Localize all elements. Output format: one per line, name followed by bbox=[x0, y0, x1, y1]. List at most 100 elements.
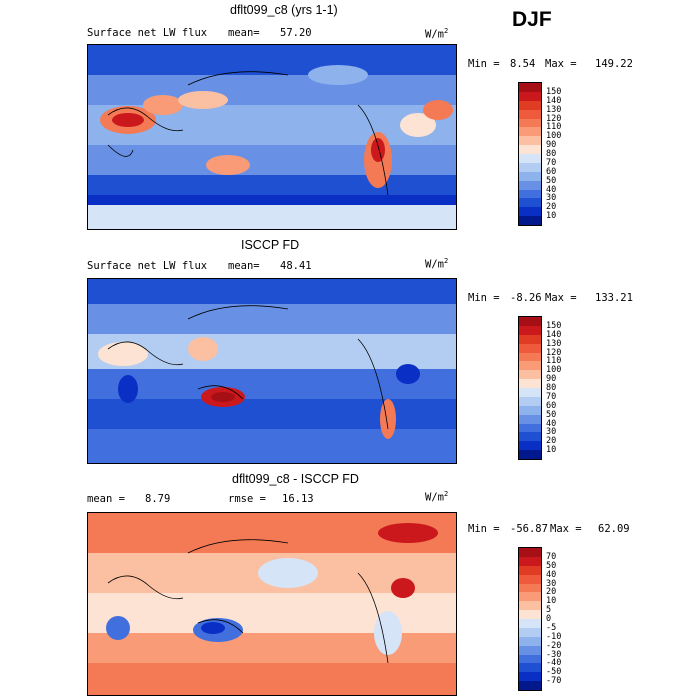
colorbar-swatch bbox=[519, 136, 541, 146]
colorbar-tick-label: 150 bbox=[546, 86, 562, 97]
colorbar-swatch bbox=[519, 198, 541, 208]
colorbar-swatch bbox=[519, 441, 541, 451]
panel-3-mean-value: 8.79 bbox=[145, 493, 171, 505]
panel-2-min-value: -8.26 bbox=[510, 292, 542, 304]
colorbar-swatch bbox=[519, 118, 541, 128]
colorbar-swatch bbox=[519, 91, 541, 101]
panel-3-rmse-label: rmse = bbox=[228, 493, 266, 505]
colorbar-swatch bbox=[519, 352, 541, 362]
colorbar-tick-label: 110 bbox=[546, 356, 562, 367]
panel-3-units: W/m2 bbox=[425, 490, 449, 504]
colorbar-swatch bbox=[519, 432, 541, 442]
colorbar-tick-label: 40 bbox=[546, 569, 557, 580]
colorbar-tick-label: 60 bbox=[546, 400, 557, 411]
colorbar-swatch bbox=[519, 361, 541, 371]
colorbar-tick-label: 80 bbox=[546, 149, 557, 159]
colorbar-swatch bbox=[519, 556, 541, 566]
colorbar-swatch bbox=[519, 592, 541, 602]
colorbar-swatch bbox=[519, 216, 541, 225]
panel-2-mean-value: 48.41 bbox=[280, 260, 312, 272]
panel-3-colorbar bbox=[518, 547, 542, 691]
colorbar-swatch bbox=[519, 325, 541, 335]
colorbar-swatch bbox=[519, 109, 541, 119]
colorbar-swatch bbox=[519, 162, 541, 172]
colorbar-swatch bbox=[519, 672, 541, 682]
colorbar-tick-label: 10 bbox=[546, 596, 557, 607]
colorbar-tick-label: 70 bbox=[546, 157, 557, 168]
colorbar-tick-label: 130 bbox=[546, 104, 562, 115]
panel-2-variable-label: Surface net LW flux bbox=[87, 260, 208, 272]
panel-2-min-label: Min = bbox=[468, 292, 500, 304]
colorbar-swatch bbox=[519, 601, 541, 611]
colorbar-swatch bbox=[519, 388, 541, 397]
panel-1-min-label: Min = bbox=[468, 58, 500, 70]
colorbar-tick-label: 20 bbox=[546, 436, 557, 447]
colorbar-tick-label: 70 bbox=[546, 551, 557, 562]
colorbar-tick-label: 140 bbox=[546, 329, 562, 340]
colorbar-tick-label: 10 bbox=[546, 445, 557, 456]
panel-1-variable-label: Surface net LW flux bbox=[87, 27, 208, 39]
colorbar-tick-label: 30 bbox=[546, 427, 557, 438]
colorbar-swatch bbox=[519, 189, 541, 199]
colorbar-swatch bbox=[519, 450, 541, 459]
panel-3-min-label: Min = bbox=[468, 523, 500, 535]
colorbar-swatch bbox=[519, 423, 541, 433]
colorbar-swatch bbox=[519, 154, 541, 163]
colorbar-swatch bbox=[519, 379, 541, 388]
colorbar-tick-label: -50 bbox=[546, 667, 562, 678]
panel-2-colorbar bbox=[518, 316, 542, 460]
colorbar-swatch bbox=[519, 83, 541, 92]
colorbar-swatch bbox=[519, 207, 541, 217]
colorbar-tick-label: 40 bbox=[546, 418, 557, 429]
panel-3-max-value: 62.09 bbox=[598, 523, 630, 535]
colorbar-swatch bbox=[519, 663, 541, 673]
panel-3-rmse-value: 16.13 bbox=[282, 493, 314, 505]
colorbar-swatch bbox=[519, 610, 541, 619]
colorbar-swatch bbox=[519, 645, 541, 655]
colorbar-swatch bbox=[519, 548, 541, 557]
colorbar-tick-label: -5 bbox=[546, 622, 557, 633]
panel-2-max-value: 133.21 bbox=[595, 292, 633, 304]
colorbar-swatch bbox=[519, 627, 541, 637]
colorbar-swatch bbox=[519, 145, 541, 154]
colorbar-tick-label: 110 bbox=[546, 122, 562, 133]
colorbar-swatch bbox=[519, 565, 541, 575]
colorbar-swatch bbox=[519, 180, 541, 190]
colorbar-tick-label: 50 bbox=[546, 175, 557, 186]
colorbar-swatch bbox=[519, 405, 541, 415]
colorbar-tick-label: 10 bbox=[546, 211, 557, 222]
colorbar-tick-label: -20 bbox=[546, 640, 562, 651]
panel-3-map bbox=[87, 512, 457, 696]
colorbar-tick-label: 90 bbox=[546, 140, 557, 151]
colorbar-tick-label: 120 bbox=[546, 347, 562, 358]
colorbar-tick-label: 60 bbox=[546, 166, 557, 177]
colorbar-tick-label: 30 bbox=[546, 193, 557, 204]
panel-3-min-value: -56.87 bbox=[510, 523, 548, 535]
colorbar-tick-label: 100 bbox=[546, 131, 562, 142]
colorbar-swatch bbox=[519, 583, 541, 593]
colorbar-swatch bbox=[519, 414, 541, 424]
panel-2-map bbox=[87, 278, 457, 464]
colorbar-swatch bbox=[519, 574, 541, 584]
colorbar-swatch bbox=[519, 370, 541, 380]
colorbar-swatch bbox=[519, 619, 541, 628]
colorbar-swatch bbox=[519, 127, 541, 137]
colorbar-tick-label: 70 bbox=[546, 391, 557, 402]
colorbar-tick-label: 140 bbox=[546, 95, 562, 106]
colorbar-swatch bbox=[519, 681, 541, 690]
panel-1-max-value: 149.22 bbox=[595, 58, 633, 70]
colorbar-tick-label: 50 bbox=[546, 409, 557, 420]
panel-1-mean-label: mean= bbox=[228, 27, 260, 39]
panel-1-mean-value: 57.20 bbox=[280, 27, 312, 39]
colorbar-swatch bbox=[519, 317, 541, 326]
panel-3-colorbar-labels: 70 50 40 30 20 10 5 0 -5 -10 -20 -30 -40 -50 -70 bbox=[546, 551, 562, 687]
colorbar-tick-label: 120 bbox=[546, 113, 562, 124]
colorbar-tick-label: -70 bbox=[546, 676, 562, 687]
panel-2-mean-label: mean= bbox=[228, 260, 260, 272]
colorbar-swatch bbox=[519, 100, 541, 110]
season-label: DJF bbox=[512, 8, 552, 31]
colorbar-tick-label: 30 bbox=[546, 578, 557, 589]
panel-3-mean-label: mean = bbox=[87, 493, 125, 505]
colorbar-tick-label: -30 bbox=[546, 649, 562, 660]
panel-3-title: dflt099_c8 - ISCCP FD bbox=[232, 472, 359, 486]
